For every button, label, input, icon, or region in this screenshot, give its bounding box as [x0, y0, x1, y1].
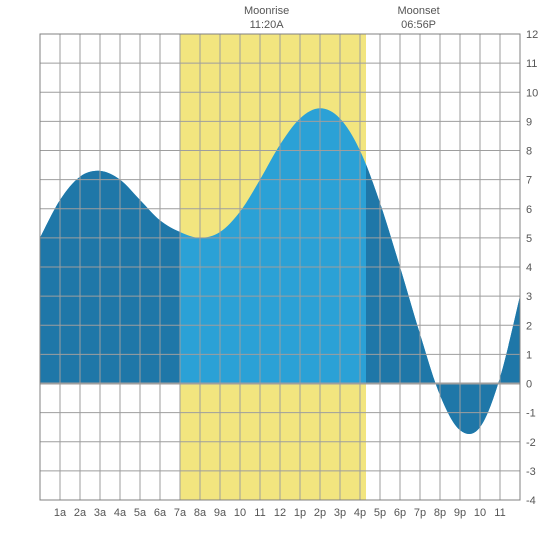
x-tick-label: 4a — [114, 507, 127, 519]
x-tick-label: 1a — [54, 507, 67, 519]
x-tick-label: 5a — [134, 507, 147, 519]
x-tick-label: 12 — [274, 507, 286, 519]
moonset-label: Moonset — [397, 5, 439, 17]
y-tick-label: 8 — [526, 146, 532, 158]
y-tick-label: 5 — [526, 233, 532, 245]
x-tick-label: 2a — [74, 507, 87, 519]
y-tick-label: 1 — [526, 349, 532, 361]
x-tick-label: 1p — [294, 507, 306, 519]
x-tick-label: 10 — [474, 507, 486, 519]
x-tick-label: 8a — [194, 507, 207, 519]
y-tick-label: 3 — [526, 291, 532, 303]
x-tick-label: 11 — [254, 507, 265, 519]
y-tick-label: 10 — [526, 87, 538, 99]
y-tick-label: 2 — [526, 320, 532, 332]
x-tick-label: 3p — [334, 507, 346, 519]
y-tick-label: 11 — [526, 58, 537, 70]
y-tick-label: -1 — [526, 408, 536, 420]
x-tick-label: 6a — [154, 507, 167, 519]
x-tick-label: 8p — [434, 507, 446, 519]
y-tick-label: -3 — [526, 466, 536, 478]
x-tick-label: 7p — [414, 507, 426, 519]
x-tick-label: 6p — [394, 507, 406, 519]
x-tick-label: 4p — [354, 507, 366, 519]
x-tick-label: 3a — [94, 507, 107, 519]
x-tick-label: 7a — [174, 507, 187, 519]
y-tick-label: 7 — [526, 175, 532, 187]
moonrise-time: 11:20A — [250, 19, 285, 31]
x-tick-label: 9a — [214, 507, 227, 519]
x-tick-label: 10 — [234, 507, 246, 519]
y-tick-label: -4 — [526, 495, 536, 507]
y-tick-label: 9 — [526, 116, 532, 128]
x-tick-label: 11 — [494, 507, 505, 519]
y-tick-label: -2 — [526, 437, 536, 449]
tide-chart: -4-3-2-101234567891011121a2a3a4a5a6a7a8a… — [0, 0, 550, 550]
x-tick-label: 9p — [454, 507, 466, 519]
x-tick-label: 2p — [314, 507, 326, 519]
y-tick-label: 6 — [526, 204, 532, 216]
chart-svg: -4-3-2-101234567891011121a2a3a4a5a6a7a8a… — [0, 0, 550, 550]
y-tick-label: 12 — [526, 29, 538, 41]
x-tick-label: 5p — [374, 507, 386, 519]
y-tick-label: 4 — [526, 262, 532, 274]
y-tick-label: 0 — [526, 379, 532, 391]
moonrise-label: Moonrise — [244, 5, 289, 17]
moonset-time: 06:56P — [401, 19, 436, 31]
